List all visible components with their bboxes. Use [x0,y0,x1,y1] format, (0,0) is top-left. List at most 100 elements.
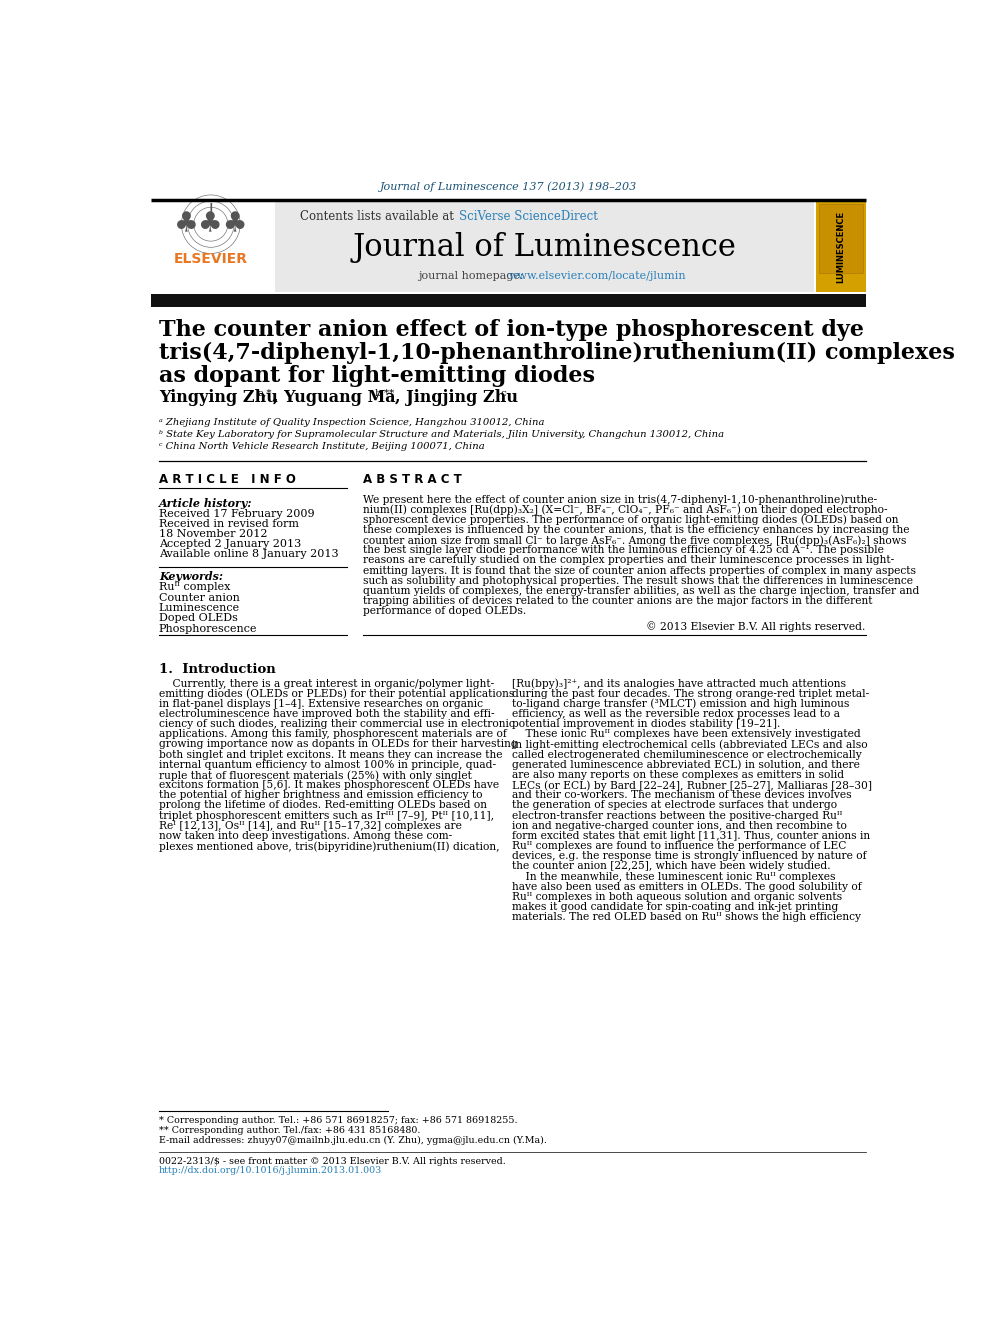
Text: Reᴵ [12,13], Osᴵᴵ [14], and Ruᴵᴵ [15–17,32] complexes are: Reᴵ [12,13], Osᴵᴵ [14], and Ruᴵᴵ [15–17,… [159,820,461,831]
Text: now taken into deep investigations. Among these com-: now taken into deep investigations. Amon… [159,831,452,841]
Text: ** Corresponding author. Tel./fax: +86 431 85168480.: ** Corresponding author. Tel./fax: +86 4… [159,1126,421,1135]
Text: the counter anion [22,25], which have been widely studied.: the counter anion [22,25], which have be… [512,861,830,872]
Text: ciency of such diodes, realizing their commercial use in electronic: ciency of such diodes, realizing their c… [159,720,515,729]
Text: Counter anion: Counter anion [159,593,240,603]
Text: SciVerse ScienceDirect: SciVerse ScienceDirect [458,210,597,224]
Text: a,*: a,* [257,389,272,398]
Text: Contents lists available at: Contents lists available at [300,210,457,224]
Text: * Corresponding author. Tel.: +86 571 86918257; fax: +86 571 86918255.: * Corresponding author. Tel.: +86 571 86… [159,1115,518,1125]
Text: ᵃ Zhejiang Institute of Quality Inspection Science, Hangzhou 310012, China: ᵃ Zhejiang Institute of Quality Inspecti… [159,418,545,426]
Text: tris(4,7-diphenyl-1,10-phenanthroline)ruthenium(II) complexes: tris(4,7-diphenyl-1,10-phenanthroline)ru… [159,341,954,364]
Text: Phosphorescence: Phosphorescence [159,624,257,634]
Text: emitting diodes (OLEDs or PLEDs) for their potential applications: emitting diodes (OLEDs or PLEDs) for the… [159,689,514,700]
Text: Ruᴵᴵ complexes are found to influence the performance of LEC: Ruᴵᴵ complexes are found to influence th… [512,841,846,851]
Text: , Jingjing Zhu: , Jingjing Zhu [395,389,518,406]
Text: have also been used as emitters in OLEDs. The good solubility of: have also been used as emitters in OLEDs… [512,882,861,892]
Text: journal homepage:: journal homepage: [419,271,528,280]
Text: http://dx.doi.org/10.1016/j.jlumin.2013.01.003: http://dx.doi.org/10.1016/j.jlumin.2013.… [159,1166,382,1175]
Text: |: | [207,202,214,222]
Text: excitons formation [5,6]. It makes phosphorescent OLEDs have: excitons formation [5,6]. It makes phosp… [159,781,499,790]
Text: quantum yields of complexes, the energy-transfer abilities, as well as the charg: quantum yields of complexes, the energy-… [363,586,919,595]
Text: counter anion size from small Cl⁻ to large AsF₆⁻. Among the five complexes, [Ru(: counter anion size from small Cl⁻ to lar… [363,534,906,545]
Text: the potential of higher brightness and emission efficiency to: the potential of higher brightness and e… [159,790,482,800]
Text: and their co-workers. The mechanism of these devices involves: and their co-workers. The mechanism of t… [512,790,851,800]
Text: generated luminescence abbreviated ECL) in solution, and there: generated luminescence abbreviated ECL) … [512,759,859,770]
Text: internal quantum efficiency to almost 100% in principle, quad-: internal quantum efficiency to almost 10… [159,759,496,770]
Text: 0022-2313/$ - see front matter © 2013 Elsevier B.V. All rights reserved.: 0022-2313/$ - see front matter © 2013 El… [159,1156,506,1166]
Text: Ruᴵᴵ complexes in both aqueous solution and organic solvents: Ruᴵᴵ complexes in both aqueous solution … [512,892,841,902]
Text: potential improvement in diodes stability [19–21].: potential improvement in diodes stabilit… [512,720,780,729]
Text: We present here the effect of counter anion size in tris(4,7-diphenyl-1,10-phena: We present here the effect of counter an… [363,495,877,505]
Text: Ruᴵᴵ complex: Ruᴵᴵ complex [159,582,230,593]
Text: are also many reports on these complexes as emitters in solid: are also many reports on these complexes… [512,770,843,781]
Text: growing importance now as dopants in OLEDs for their harvesting: growing importance now as dopants in OLE… [159,740,518,750]
Text: called electrogenerated chemiluminescence or electrochemically: called electrogenerated chemiluminescenc… [512,750,861,759]
Text: these complexes is influenced by the counter anions, that is the efficiency enha: these complexes is influenced by the cou… [363,525,910,534]
Text: c: c [501,389,506,398]
Text: in flat-panel displays [1–4]. Extensive researches on organic: in flat-panel displays [1–4]. Extensive … [159,699,483,709]
Text: A R T I C L E   I N F O: A R T I C L E I N F O [159,472,296,486]
Text: LECs (or ECL) by Bard [22–24], Rubner [25–27], Malliaras [28–30]: LECs (or ECL) by Bard [22–24], Rubner [2… [512,781,872,791]
Bar [151,294,866,307]
Text: Journal of Luminescence: Journal of Luminescence [353,232,737,263]
Text: LUMINESCENCE: LUMINESCENCE [836,212,845,283]
Text: ♣♣♣: ♣♣♣ [174,210,248,238]
Text: reasons are carefully studied on the complex properties and their luminescence p: reasons are carefully studied on the com… [363,556,894,565]
Text: during the past four decades. The strong orange-red triplet metal-: during the past four decades. The strong… [512,689,869,699]
Text: ᶜ China North Vehicle Research Institute, Beijing 100071, China: ᶜ China North Vehicle Research Institute… [159,442,485,451]
Text: performance of doped OLEDs.: performance of doped OLEDs. [363,606,526,617]
Bar [819,204,863,274]
Text: sphorescent device properties. The performance of organic light-emitting diodes : sphorescent device properties. The perfo… [363,515,898,525]
Text: These ionic Ruᴵᴵ complexes have been extensively investigated: These ionic Ruᴵᴵ complexes have been ext… [512,729,860,740]
Text: form excited states that emit light [11,31]. Thus, counter anions in: form excited states that emit light [11,… [512,831,870,841]
Text: Luminescence: Luminescence [159,603,240,613]
Text: makes it good candidate for spin-coating and ink-jet printing: makes it good candidate for spin-coating… [512,902,838,912]
Text: In the meanwhile, these luminescent ionic Ruᴵᴵ complexes: In the meanwhile, these luminescent ioni… [512,872,835,881]
Text: electroluminescence have improved both the stability and effi-: electroluminescence have improved both t… [159,709,494,718]
Text: Article history:: Article history: [159,499,252,509]
Text: devices, e.g. the response time is strongly influenced by nature of: devices, e.g. the response time is stron… [512,851,866,861]
Text: in light-emitting electrochemical cells (abbreviated LECs and also: in light-emitting electrochemical cells … [512,740,867,750]
Text: Available online 8 January 2013: Available online 8 January 2013 [159,549,338,560]
Text: ruple that of fluorescent materials (25%) with only singlet: ruple that of fluorescent materials (25%… [159,770,472,781]
Text: both singlet and triplet excitons. It means they can increase the: both singlet and triplet excitons. It me… [159,750,502,759]
Text: triplet phosphorescent emitters such as Irᴵᴵᴵ [7–9], Ptᴵᴵ [10,11],: triplet phosphorescent emitters such as … [159,811,494,820]
Text: to-ligand charge transfer (³MLCT) emission and high luminous: to-ligand charge transfer (³MLCT) emissi… [512,699,849,709]
Text: as dopant for light-emitting diodes: as dopant for light-emitting diodes [159,365,595,386]
Text: www.elsevier.com/locate/jlumin: www.elsevier.com/locate/jlumin [509,271,686,280]
Text: , Yuguang Ma: , Yuguang Ma [273,389,396,406]
Text: b,**: b,** [374,389,395,398]
Text: Received in revised form: Received in revised form [159,519,299,529]
Text: nium(II) complexes [Ru(dpp)₃X₂] (X=Cl⁻, BF₄⁻, ClO₄⁻, PF₆⁻ and AsF₆⁻) on their do: nium(II) complexes [Ru(dpp)₃X₂] (X=Cl⁻, … [363,504,887,515]
Text: the generation of species at electrode surfaces that undergo: the generation of species at electrode s… [512,800,836,811]
Text: prolong the lifetime of diodes. Red-emitting OLEDs based on: prolong the lifetime of diodes. Red-emit… [159,800,487,811]
Text: Keywords:: Keywords: [159,572,223,582]
Text: Journal of Luminescence 137 (2013) 198–203: Journal of Luminescence 137 (2013) 198–2… [380,181,637,192]
Text: A B S T R A C T: A B S T R A C T [363,472,461,486]
Text: ion and negative-charged counter ions, and then recombine to: ion and negative-charged counter ions, a… [512,820,846,831]
Text: Received 17 February 2009: Received 17 February 2009 [159,509,314,519]
Text: 18 November 2012: 18 November 2012 [159,529,268,540]
Text: ELSEVIER: ELSEVIER [174,251,248,266]
Text: efficiency, as well as the reversible redox processes lead to a: efficiency, as well as the reversible re… [512,709,839,718]
Text: electron-transfer reactions between the positive-charged Ruᴵᴵ: electron-transfer reactions between the … [512,811,842,820]
Text: [Ru(bpy)₃]²⁺, and its analogies have attracted much attentions: [Ru(bpy)₃]²⁺, and its analogies have att… [512,679,845,689]
Text: E-mail addresses: zhuyy07@mailnb.jlu.edu.cn (Y. Zhu), ygma@jlu.edu.cn (Y.Ma).: E-mail addresses: zhuyy07@mailnb.jlu.edu… [159,1136,547,1144]
Text: the best single layer diode performance with the luminous efficiency of 4.25 cd : the best single layer diode performance … [363,545,884,556]
Text: emitting layers. It is found that the size of counter anion affects properties o: emitting layers. It is found that the si… [363,566,916,576]
Text: Yingying Zhu: Yingying Zhu [159,389,278,406]
Text: © 2013 Elsevier B.V. All rights reserved.: © 2013 Elsevier B.V. All rights reserved… [647,620,866,632]
Text: ᵇ State Key Laboratory for Supramolecular Structure and Materials, Jilin Univers: ᵇ State Key Laboratory for Supramolecula… [159,430,724,439]
Text: materials. The red OLED based on Ruᴵᴵ shows the high efficiency: materials. The red OLED based on Ruᴵᴵ sh… [512,913,860,922]
Text: Accepted 2 January 2013: Accepted 2 January 2013 [159,540,302,549]
Text: plexes mentioned above, tris(bipyridine)ruthenium(II) dication,: plexes mentioned above, tris(bipyridine)… [159,841,499,852]
Text: such as solubility and photophysical properties. The result shows that the diffe: such as solubility and photophysical pro… [363,576,913,586]
Text: Currently, there is a great interest in organic/polymer light-: Currently, there is a great interest in … [159,679,494,688]
Bar [275,201,813,292]
Text: The counter anion effect of ion-type phosphorescent dye: The counter anion effect of ion-type pho… [159,319,864,341]
Text: 1.  Introduction: 1. Introduction [159,663,276,676]
Bar [816,201,866,292]
Text: applications. Among this family, phosphorescent materials are of: applications. Among this family, phospho… [159,729,507,740]
Text: Doped OLEDs: Doped OLEDs [159,614,238,623]
Text: trapping abilities of devices related to the counter anions are the major factor: trapping abilities of devices related to… [363,597,872,606]
